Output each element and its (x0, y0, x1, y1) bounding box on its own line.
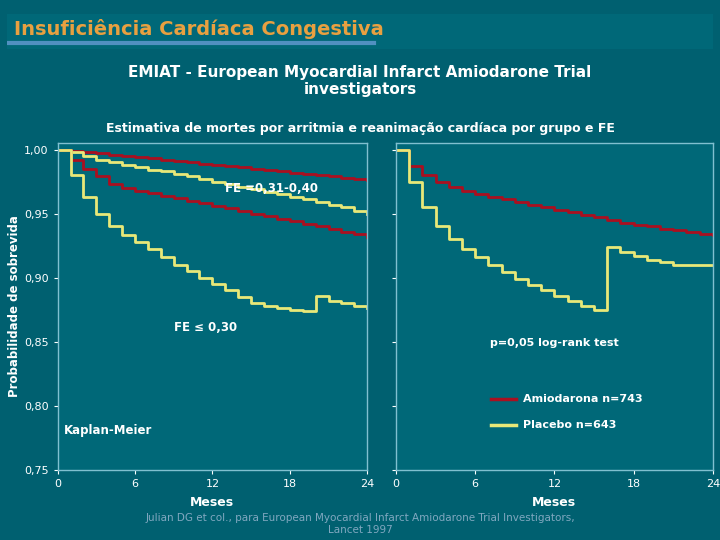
Text: Amiodarona n=743: Amiodarona n=743 (523, 394, 642, 404)
Text: Julian DG et col., para European Myocardial Infarct Amiodarone Trial Investigato: Julian DG et col., para European Myocard… (145, 513, 575, 535)
Text: FE =0,31-0,40: FE =0,31-0,40 (225, 182, 318, 195)
Text: EMIAT - European Myocardial Infarct Amiodarone Trial
investigators: EMIAT - European Myocardial Infarct Amio… (128, 65, 592, 97)
Text: Insuficiência Cardíaca Congestiva: Insuficiência Cardíaca Congestiva (14, 19, 384, 39)
Text: Probabilidade de sobrevida: Probabilidade de sobrevida (8, 215, 21, 397)
Text: Estimativa de mortes por arritmia e reanimação cardíaca por grupo e FE: Estimativa de mortes por arritmia e rean… (106, 122, 614, 135)
Text: Meses: Meses (190, 496, 235, 509)
Text: p=0,05 log-rank test: p=0,05 log-rank test (490, 338, 618, 348)
Text: Placebo n=643: Placebo n=643 (523, 420, 616, 430)
Text: Kaplan-Meier: Kaplan-Meier (64, 424, 153, 437)
Text: FE ≤ 0,30: FE ≤ 0,30 (174, 321, 237, 334)
Text: Meses: Meses (532, 496, 577, 509)
